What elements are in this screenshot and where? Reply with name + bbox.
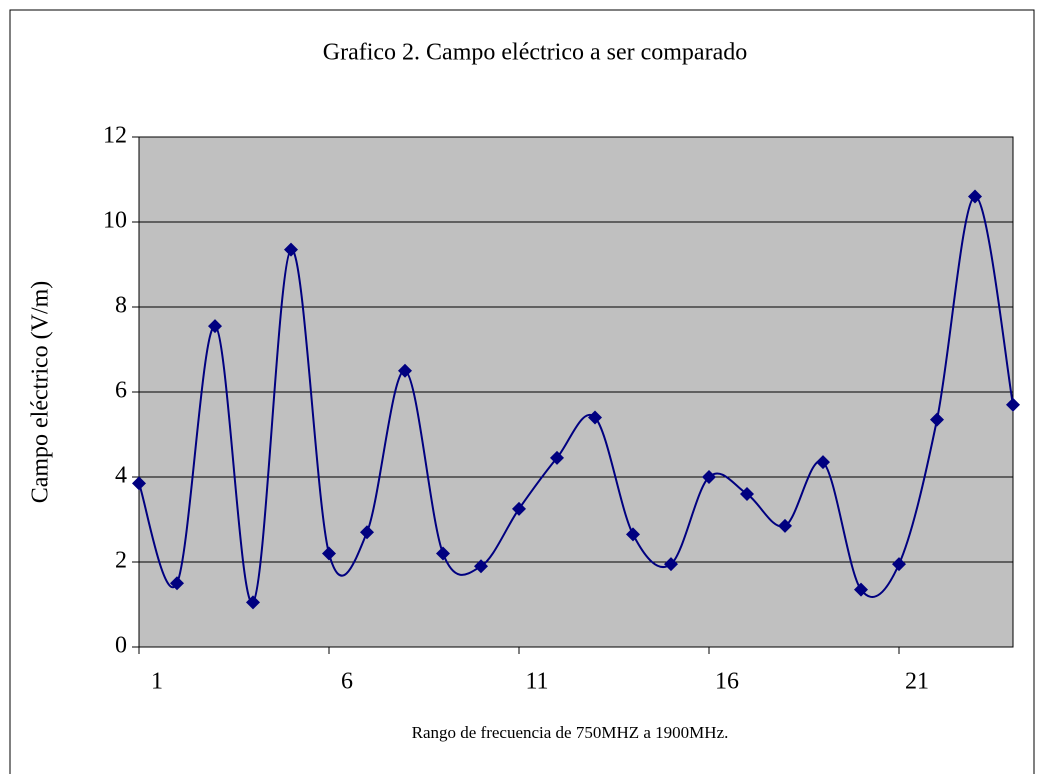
x-tick-label: 1 [151,669,163,695]
marker [360,525,374,540]
marker [740,487,754,501]
marker [854,582,868,597]
y-tick-label: 10 [103,208,127,234]
marker [170,576,184,591]
marker [778,518,792,533]
marker [892,557,906,572]
marker [208,319,222,334]
marker [132,476,146,491]
y-tick-label: 8 [115,293,127,319]
x-tick-label: 6 [341,669,353,695]
marker [968,189,982,204]
y-tick-label: 4 [115,463,127,489]
marker [398,363,412,378]
marker [474,559,488,574]
x-tick-label: 11 [525,669,548,695]
marker [702,470,716,484]
marker [816,455,830,470]
x-axis-label: Rango de frecuencia de 750MHZ a 1900MHz. [412,723,729,742]
y-axis-label: Campo eléctrico (V/m) [28,281,54,504]
marker [1006,397,1020,412]
marker [322,546,336,561]
marker [284,242,298,257]
x-tick-label: 21 [905,669,929,695]
y-tick-label: 12 [103,123,127,149]
marker [588,410,602,425]
marker [626,527,640,542]
marker [550,450,564,465]
marker [664,557,678,572]
marker [436,546,450,561]
y-tick-label: 2 [115,548,127,574]
chart-title: Grafico 2. Campo eléctrico a ser compara… [323,40,747,66]
x-tick-label: 16 [715,669,739,695]
marker [930,412,944,427]
marker [246,595,260,610]
marker [512,501,526,516]
y-tick-label: 6 [115,378,127,404]
y-tick-label: 0 [115,633,127,659]
